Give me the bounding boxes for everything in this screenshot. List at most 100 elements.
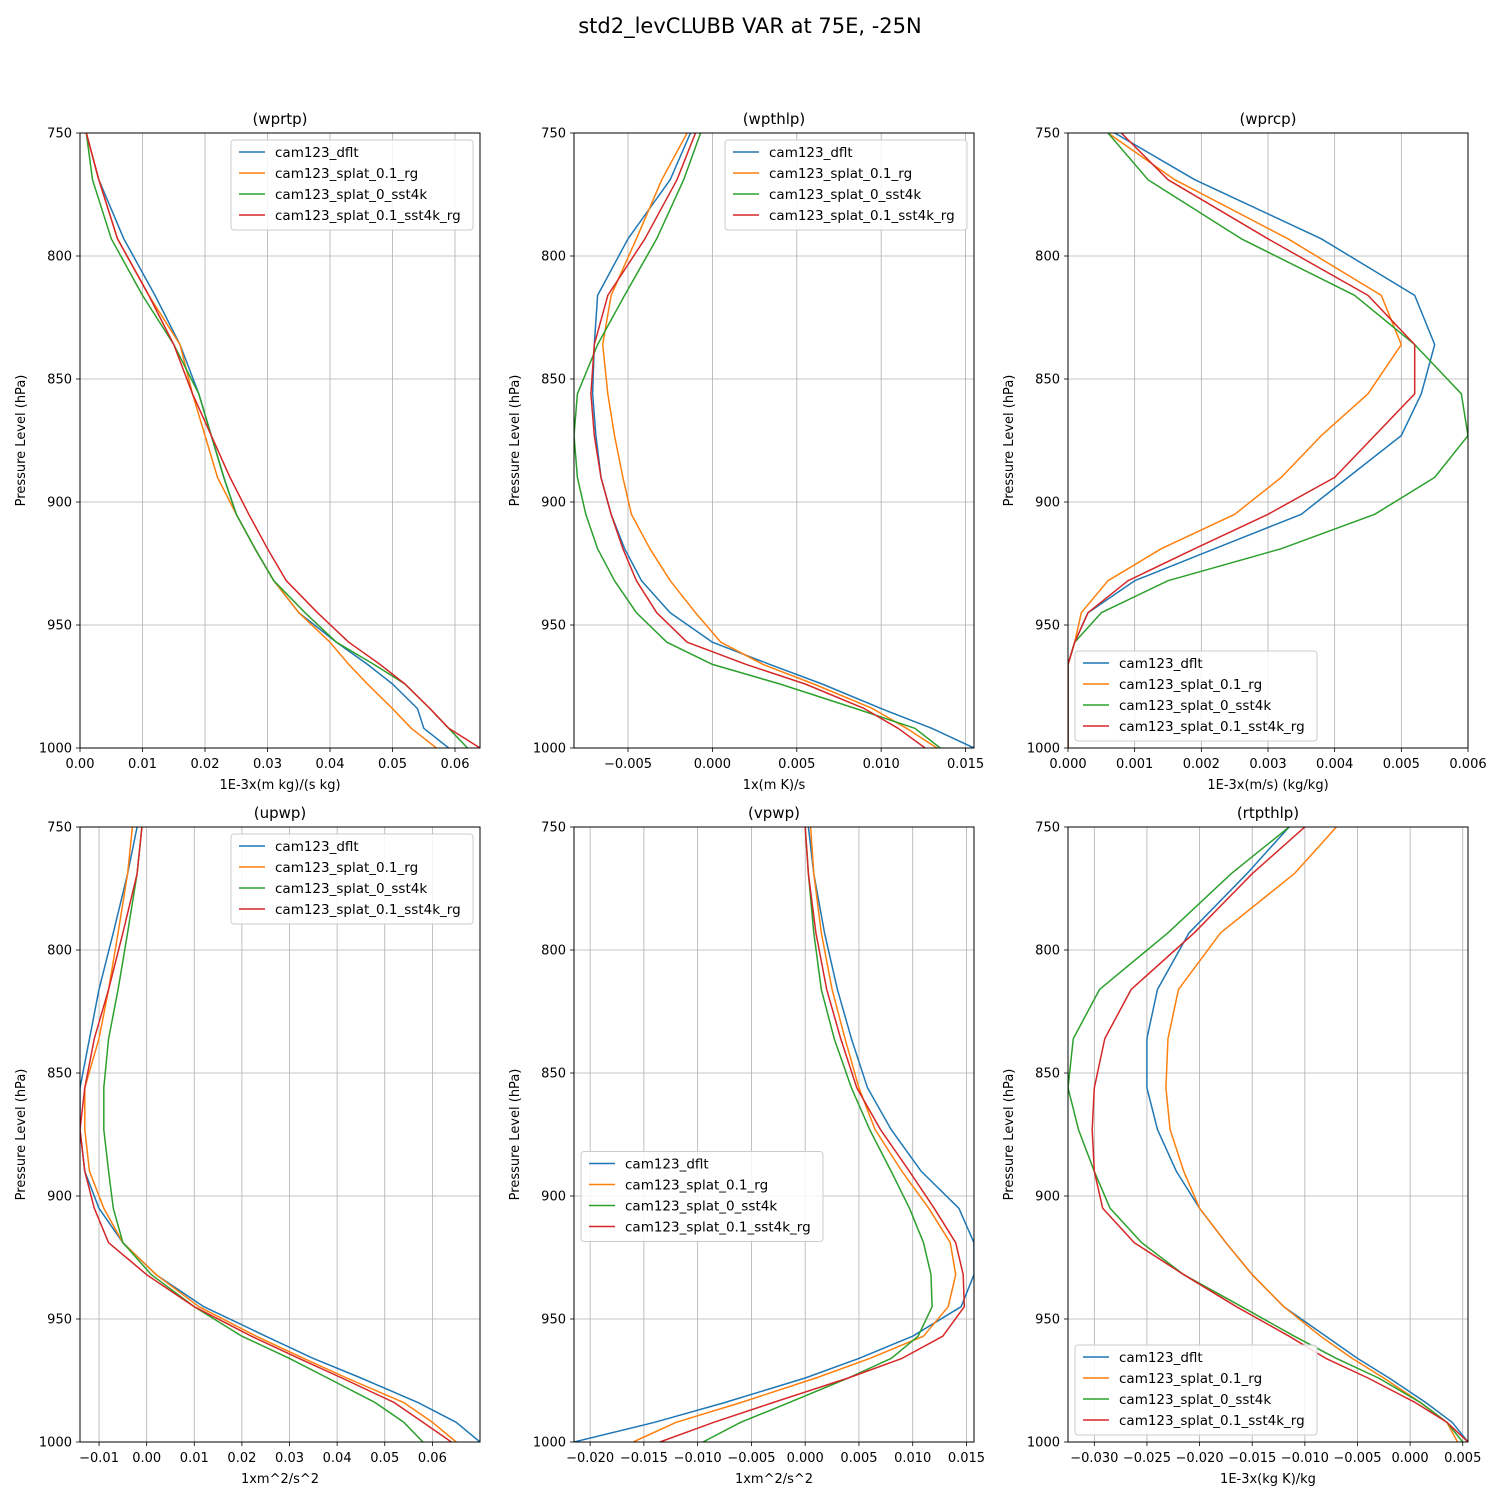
y-axis-label: Pressure Level (hPa) — [1002, 1069, 1017, 1201]
y-axis-label: Pressure Level (hPa) — [508, 375, 523, 507]
y-tick-label: 850 — [1035, 1067, 1060, 1082]
y-tick-label: 900 — [541, 496, 566, 511]
y-tick-label: 950 — [47, 619, 72, 634]
legend-entry: cam123_splat_0.1_rg — [769, 166, 912, 182]
x-tick-label: 0.010 — [863, 757, 900, 772]
x-tick-label: 0.005 — [778, 757, 815, 772]
legend-entry: cam123_splat_0.1_sst4k_rg — [769, 208, 955, 224]
series-line-cam123_dflt — [80, 827, 480, 1442]
legend-entry: cam123_splat_0.1_sst4k_rg — [275, 902, 461, 918]
y-axis-label: Pressure Level (hPa) — [14, 1069, 29, 1201]
legend-entry: cam123_splat_0.1_rg — [275, 860, 418, 876]
y-tick-label: 750 — [541, 127, 566, 142]
x-tick-label: −0.020 — [1176, 1451, 1224, 1466]
x-tick-label: 0.015 — [948, 1451, 985, 1466]
panel-upwp: −0.01 0.00 0.01 0.02 0.03 0.04 0.05 0.06 750 800 8… — [14, 804, 481, 1487]
x-tick-label: −0.030 — [1070, 1451, 1118, 1466]
y-tick-label: 850 — [47, 1067, 72, 1082]
panel-title: (wpthlp) — [743, 110, 806, 128]
series-line-cam123_splat_0.1_sst4k_rg — [1091, 827, 1468, 1442]
x-tick-label: 0.000 — [1049, 757, 1086, 772]
x-tick-label: −0.015 — [620, 1451, 668, 1466]
series-line-cam123_splat_0.1_sst4k_rg — [590, 133, 926, 748]
series-line-cam123_splat_0_sst4k — [1068, 133, 1468, 748]
series-line-cam123_splat_0_sst4k — [702, 827, 933, 1442]
y-axis-label: Pressure Level (hPa) — [1002, 375, 1017, 507]
panel-title: (vpwp) — [748, 804, 800, 822]
x-axis-label: 1xm^2/s^2 — [735, 1472, 813, 1487]
legend: cam123_dflt cam123_splat_0.1_rg cam123_spl… — [1074, 1344, 1318, 1436]
x-axis-label: 1E-3x(m/s) (kg/kg) — [1207, 778, 1328, 793]
y-tick-label: 1000 — [533, 742, 566, 757]
legend-entry: cam123_splat_0.1_rg — [1119, 1371, 1262, 1387]
panel-title: (wprcp) — [1239, 110, 1296, 128]
panel-vpwp: −0.020 −0.015 −0.010 −0.005 0.000 0.005 0.010 0… — [508, 804, 985, 1487]
legend-entry: cam123_splat_0.1_sst4k_rg — [625, 1220, 811, 1236]
y-tick-label: 950 — [541, 1313, 566, 1328]
series-line-cam123_splat_0.1_sst4k_rg — [80, 827, 452, 1442]
x-axis-label: 1E-3x(kg K)/kg — [1220, 1472, 1316, 1487]
x-tick-label: 0.02 — [227, 1451, 256, 1466]
y-tick-label: 800 — [1035, 944, 1060, 959]
y-tick-label: 800 — [541, 944, 566, 959]
y-tick-label: 900 — [1035, 496, 1060, 511]
legend-entry: cam123_splat_0_sst4k — [1119, 698, 1271, 714]
panel-wpthlp: −0.005 0.000 0.005 0.010 0.015 750 800 850 900 95… — [508, 110, 984, 793]
x-tick-label: −0.005 — [1333, 1451, 1381, 1466]
legend-entry: cam123_splat_0.1_rg — [275, 166, 418, 182]
legend-entry: cam123_splat_0.1_sst4k_rg — [275, 208, 461, 224]
panel-title: (wprtp) — [252, 110, 307, 128]
series-line-cam123_splat_0.1_sst4k_rg — [1068, 133, 1416, 748]
x-tick-label: 0.002 — [1183, 757, 1220, 772]
legend-entry: cam123_dflt — [625, 1157, 709, 1173]
legend-box — [230, 139, 474, 231]
panel-wprcp: 0.000 0.001 0.002 0.003 0.004 0.005 0.006 750 80… — [1002, 110, 1487, 793]
x-tick-label: 0.05 — [378, 757, 407, 772]
x-tick-label: 0.000 — [1391, 1451, 1428, 1466]
legend-entry: cam123_dflt — [1119, 1350, 1203, 1366]
y-tick-label: 800 — [47, 250, 72, 265]
legend: cam123_dflt cam123_splat_0.1_rg cam123_spl… — [230, 833, 474, 925]
x-tick-label: 0.000 — [694, 757, 731, 772]
legend-box — [724, 139, 968, 231]
y-tick-label: 850 — [47, 373, 72, 388]
series-line-cam123_splat_0.1_rg — [1068, 133, 1403, 748]
x-tick-label: 0.006 — [1449, 757, 1486, 772]
x-tick-label: 0.010 — [894, 1451, 931, 1466]
legend-entry: cam123_splat_0_sst4k — [1119, 1392, 1271, 1408]
x-tick-label: 0.01 — [180, 1451, 209, 1466]
series-line-cam123_splat_0_sst4k — [574, 133, 941, 748]
panel-title: (upwp) — [254, 804, 307, 822]
x-tick-label: 0.04 — [316, 757, 345, 772]
legend-entry: cam123_splat_0.1_sst4k_rg — [1119, 719, 1305, 735]
legend-entry: cam123_splat_0.1_sst4k_rg — [1119, 1413, 1305, 1429]
legend-entry: cam123_dflt — [769, 145, 853, 161]
y-tick-label: 750 — [1035, 127, 1060, 142]
x-tick-label: 0.04 — [323, 1451, 352, 1466]
panel-title: (rtpthlp) — [1237, 804, 1299, 822]
plot-frame — [79, 826, 481, 1443]
legend-entry: cam123_splat_0.1_rg — [625, 1178, 768, 1194]
y-tick-label: 900 — [1035, 1190, 1060, 1205]
y-tick-label: 900 — [47, 496, 72, 511]
x-tick-label: 0.005 — [1383, 757, 1420, 772]
x-tick-label: 0.06 — [418, 1451, 447, 1466]
y-tick-label: 950 — [541, 619, 566, 634]
y-tick-label: 950 — [1035, 1313, 1060, 1328]
x-tick-label: 0.03 — [275, 1451, 304, 1466]
legend-entry: cam123_dflt — [275, 839, 359, 855]
plot-frame — [573, 826, 975, 1443]
series-line-cam123_splat_0.1_sst4k_rg — [659, 827, 966, 1442]
y-tick-label: 950 — [47, 1313, 72, 1328]
legend: cam123_dflt cam123_splat_0.1_rg cam123_spl… — [1074, 650, 1318, 742]
x-tick-label: 0.001 — [1116, 757, 1153, 772]
y-axis-label: Pressure Level (hPa) — [508, 1069, 523, 1201]
x-tick-label: −0.010 — [674, 1451, 722, 1466]
x-tick-label: 0.00 — [132, 1451, 161, 1466]
x-axis-label: 1xm^2/s^2 — [241, 1472, 319, 1487]
y-axis-label: Pressure Level (hPa) — [14, 375, 29, 507]
x-tick-label: 0.005 — [840, 1451, 877, 1466]
series-line-cam123_splat_0.1_rg — [632, 827, 957, 1442]
y-tick-label: 850 — [1035, 373, 1060, 388]
